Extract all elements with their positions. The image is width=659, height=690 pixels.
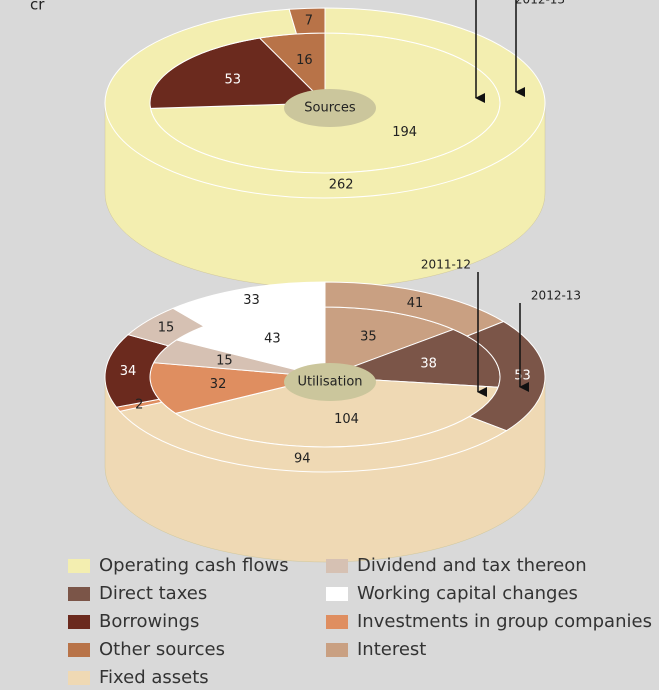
value-label: 33	[243, 293, 260, 308]
year-label: 2012-13	[515, 0, 565, 7]
value-label: 194	[392, 125, 417, 140]
pie: Sources 194 53 16 262 7	[104, 7, 546, 289]
legend-label: Investments in group companies	[357, 611, 652, 632]
legend-label: Fixed assets	[99, 667, 209, 688]
legend-swatch	[68, 671, 90, 685]
center-ellipse	[284, 363, 376, 401]
legend-swatch	[326, 643, 348, 657]
legend-swatch	[326, 587, 348, 601]
value-label: 104	[334, 412, 359, 427]
value-label: 53	[514, 369, 531, 384]
year-label: 2011-12	[421, 258, 471, 272]
value-label: 41	[407, 296, 424, 311]
year-label: 2012-13	[531, 289, 581, 303]
legend-swatch	[68, 587, 90, 601]
legend-label: Borrowings	[99, 611, 199, 632]
value-label: 34	[120, 364, 137, 379]
value-label: 43	[264, 332, 281, 347]
pie: Utilisation 35 38 104 32 15 43 41 53 94 2 34 15 33	[104, 281, 546, 563]
unit-label: cr	[30, 0, 45, 14]
legend-label: Working capital changes	[357, 583, 578, 604]
legend-swatch	[68, 559, 90, 573]
value-label: 38	[420, 357, 437, 372]
pie-segment	[171, 281, 326, 327]
legend-label: Dividend and tax thereon	[357, 555, 587, 576]
value-label: 15	[216, 353, 233, 368]
center-ellipse	[284, 89, 376, 127]
center-label: Utilisation	[297, 375, 362, 390]
pie-segment	[104, 7, 546, 199]
value-label: 16	[296, 53, 313, 68]
legend-swatch	[68, 643, 90, 657]
value-label: 94	[294, 451, 311, 466]
value-label: 7	[305, 13, 313, 28]
value-label: 53	[225, 73, 242, 88]
legend-label: Interest	[357, 639, 426, 660]
arrows	[475, 0, 529, 397]
value-label: 2	[135, 398, 143, 413]
legend-label: Other sources	[99, 639, 225, 660]
legend-label: Operating cash flows	[99, 555, 289, 576]
legend-swatch	[68, 615, 90, 629]
value-label: 32	[210, 377, 227, 392]
pie-segment	[288, 7, 326, 35]
legend-swatch	[326, 615, 348, 629]
value-label: 35	[360, 330, 377, 345]
center-label: Sources	[304, 101, 356, 116]
value-label: 262	[329, 178, 354, 193]
legend-label: Direct taxes	[99, 583, 207, 604]
legend-swatch	[326, 559, 348, 573]
value-label: 15	[158, 321, 175, 336]
